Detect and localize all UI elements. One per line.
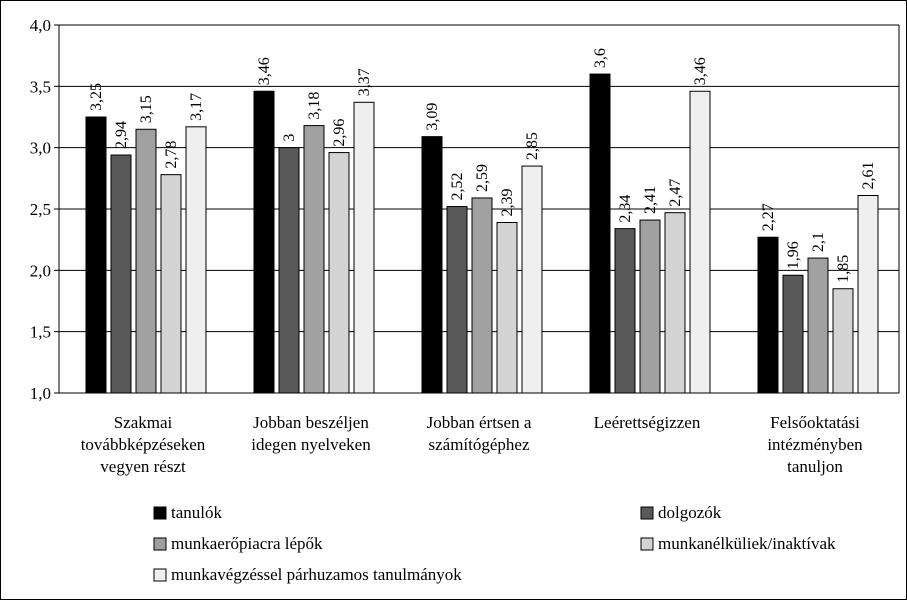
legend-label: munkavégzéssel párhuzamos tanulmányok (171, 565, 462, 584)
data-label: 3,25 (88, 83, 105, 111)
bar (832, 288, 854, 394)
bar (135, 128, 157, 394)
data-label: 3,46 (256, 57, 273, 85)
data-label: 2,27 (760, 203, 777, 231)
y-tick-label: 2,5 (30, 200, 51, 219)
y-tick-label: 3,5 (30, 77, 51, 96)
data-label: 2,78 (163, 141, 180, 169)
legend-label: tanulók (171, 503, 222, 522)
bar (185, 126, 207, 394)
bar (353, 101, 375, 394)
legend-swatch (640, 537, 654, 551)
bar (689, 90, 711, 394)
legend-swatch (153, 506, 167, 520)
bar (303, 125, 325, 394)
data-label: 3,09 (424, 103, 441, 131)
bar (496, 221, 518, 394)
legend: tanulók dolgozók munkaerőpiacra lépők munka… (153, 503, 836, 584)
data-label: 3,6 (592, 48, 609, 68)
x-category-label: Leérettségizzen (594, 413, 701, 432)
data-label: 2,52 (449, 173, 466, 201)
data-label: 3,37 (356, 68, 373, 96)
data-label: 2,41 (642, 186, 659, 214)
data-label: 2,85 (524, 132, 541, 160)
data-label: 3,17 (188, 93, 205, 121)
data-label: 2,94 (113, 121, 130, 149)
data-label: 2,59 (474, 164, 491, 192)
data-label: 2,39 (499, 188, 516, 216)
bar (160, 174, 182, 394)
bar (471, 197, 493, 394)
x-category-label: Felsőoktatási intézményben tanuljon (767, 413, 863, 476)
data-label: 2,61 (860, 162, 877, 190)
y-tick-label: 2,0 (30, 261, 51, 280)
legend-label: munkaerőpiacra lépők (171, 534, 323, 553)
bar (857, 195, 879, 394)
legend-swatch (153, 568, 167, 582)
bar (614, 228, 636, 394)
bar (421, 136, 443, 394)
bar (782, 274, 804, 394)
data-label: 1,96 (785, 241, 802, 269)
bar (278, 147, 300, 394)
y-tick-label: 1,0 (30, 384, 51, 403)
y-tick-label: 4,0 (30, 16, 51, 35)
data-label: 3,46 (692, 57, 709, 85)
data-label: 2,34 (617, 195, 634, 223)
legend-label: munkanélküliek/inaktívak (658, 534, 836, 553)
legend-swatch (640, 506, 654, 520)
data-label: 2,96 (331, 119, 348, 147)
bar (110, 154, 132, 394)
bar (446, 206, 468, 394)
x-category-label: Szakmai továbbképzéseken vegyen részt (81, 413, 206, 476)
bar (664, 212, 686, 394)
bar (589, 73, 611, 394)
legend-swatch (153, 537, 167, 551)
bar (807, 257, 829, 394)
bar (328, 152, 350, 394)
y-tick-label: 1,5 (30, 323, 51, 342)
bar (639, 219, 661, 394)
data-label: 2,1 (810, 232, 827, 252)
bars (85, 73, 879, 394)
data-labels: 3,25 2,94 3,15 2,78 3,17 3,46 3 3,18 2,96 3,37 3,0… (88, 48, 877, 283)
x-category-label: Jobban beszéljen idegen nyelveken (251, 413, 371, 454)
axes: 1,0 1,5 2,0 2,5 3,0 3,5 4,0 Szakmai továbbképzés… (30, 16, 900, 476)
bar (757, 236, 779, 394)
x-category-label: Jobban értsen a számítógéphez (427, 413, 532, 454)
data-label: 3 (281, 134, 298, 142)
bar (85, 116, 107, 394)
data-label: 1,85 (835, 255, 852, 283)
data-label: 2,47 (667, 179, 684, 207)
legend-label: dolgozók (658, 503, 722, 522)
data-label: 3,15 (138, 95, 155, 123)
bar (253, 90, 275, 394)
y-tick-label: 3,0 (30, 139, 51, 158)
data-label: 3,18 (306, 92, 323, 120)
bar (521, 165, 543, 394)
